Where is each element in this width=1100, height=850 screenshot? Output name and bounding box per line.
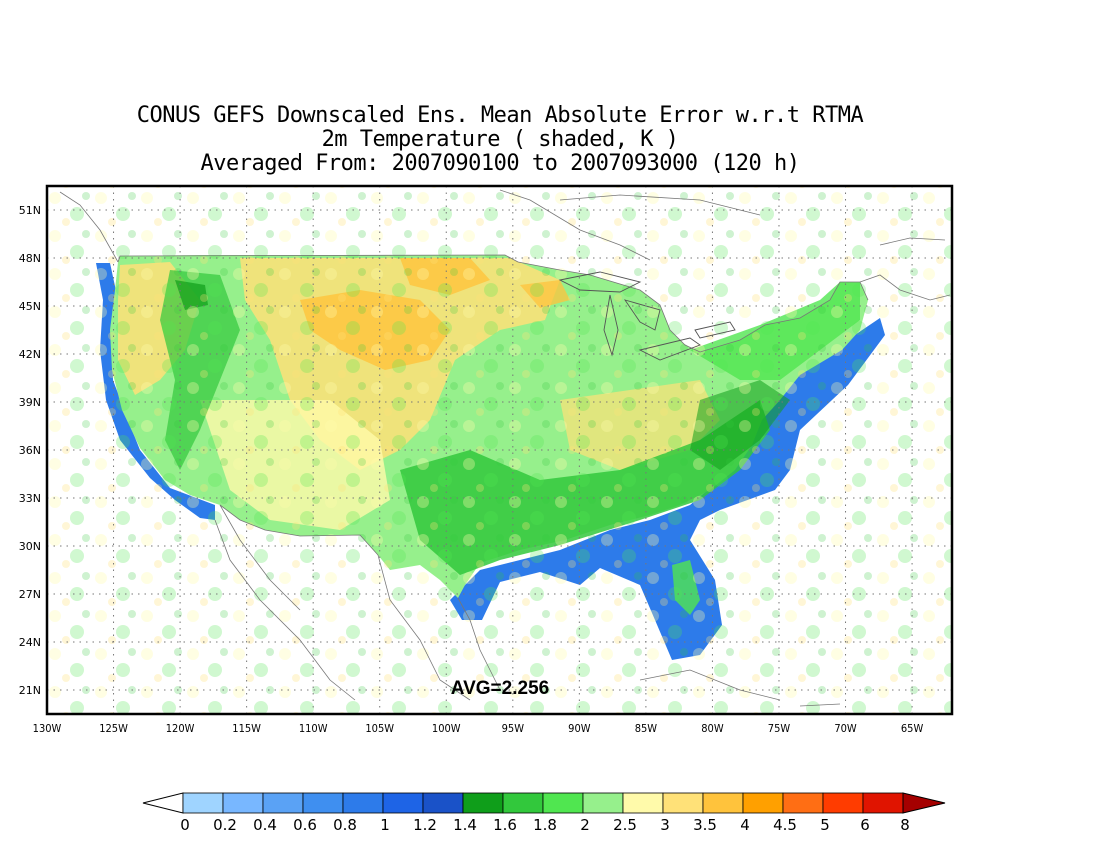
lon-tick-label: 110W [299, 722, 328, 735]
colorbar-swatch [822, 792, 864, 814]
colorbar-swatch [222, 792, 264, 814]
lon-tick-label: 95W [502, 722, 525, 735]
colorbar-swatch [182, 792, 224, 814]
colorbar-label: 0.4 [253, 816, 277, 834]
colorbar-label: 8 [900, 816, 910, 834]
lat-tick-label: 30N [19, 540, 41, 553]
colorbar-label: 3 [660, 816, 670, 834]
title-line-1: CONUS GEFS Downscaled Ens. Mean Absolute… [136, 103, 864, 128]
lon-tick-label: 75W [768, 722, 791, 735]
lon-tick-label: 65W [901, 722, 924, 735]
average-annotation: AVG=2.256 [451, 678, 549, 699]
lon-tick-label: 100W [432, 722, 461, 735]
colorbar-swatch [382, 792, 424, 814]
colorbar-label: 3.5 [693, 816, 717, 834]
great-lakes [558, 271, 736, 361]
lat-tick-label: 27N [19, 588, 41, 601]
colorbar-over-arrow [902, 792, 946, 814]
colorbar-label: 0.8 [333, 816, 357, 834]
colorbar-swatch [862, 792, 904, 814]
colorbar-label: 1.2 [413, 816, 437, 834]
colorbar-swatch [422, 792, 464, 814]
lon-tick-label: 115W [232, 722, 261, 735]
lat-tick-label: 45N [19, 300, 41, 313]
colorbar-label: 1.6 [493, 816, 517, 834]
colorbar-label: 4.5 [773, 816, 797, 834]
colorbar-swatch [262, 792, 304, 814]
lon-tick-label: 85W [635, 722, 658, 735]
colorbar-label: 0.6 [293, 816, 317, 834]
lon-tick-label: 80W [701, 722, 724, 735]
lat-lon-grid [47, 186, 952, 714]
colorbar-label: 2 [580, 816, 590, 834]
lon-tick-label: 70W [834, 722, 857, 735]
lat-tick-label: 24N [19, 636, 41, 649]
colorbar-label: 1.8 [533, 816, 557, 834]
colorbar-label: 0.2 [213, 816, 237, 834]
colorbar-label: 0 [180, 816, 190, 834]
colorbar-label: 4 [740, 816, 750, 834]
colorbar-swatch [302, 792, 344, 814]
plot-frame [45, 184, 954, 716]
title-line-2: 2m Temperature ( shaded, K ) [321, 127, 679, 152]
lon-tick-label: 130W [33, 722, 62, 735]
lat-tick-label: 51N [19, 204, 41, 217]
lat-tick-label: 48N [19, 252, 41, 265]
lat-tick-label: 42N [19, 348, 41, 361]
colorbar-swatch [782, 792, 824, 814]
lat-tick-label: 36N [19, 444, 41, 457]
colorbar-swatch [622, 792, 664, 814]
colorbar-label: 2.5 [613, 816, 637, 834]
colorbar-label: 6 [860, 816, 870, 834]
colorbar-swatch [742, 792, 784, 814]
colorbar-swatch [542, 792, 584, 814]
colorbar-swatch [342, 792, 384, 814]
lon-tick-label: 120W [166, 722, 195, 735]
lon-tick-label: 125W [99, 722, 128, 735]
lat-tick-label: 33N [19, 492, 41, 505]
lat-tick-label: 21N [19, 684, 41, 697]
colorbar-swatch [502, 792, 544, 814]
colorbar-swatch [462, 792, 504, 814]
colorbar-label: 1.4 [453, 816, 477, 834]
colorbar-label: 5 [820, 816, 830, 834]
lat-tick-label: 39N [19, 396, 41, 409]
lon-tick-label: 105W [365, 722, 394, 735]
title-line-3: Averaged From: 2007090100 to 2007093000 … [200, 151, 800, 176]
colorbar-swatch [662, 792, 704, 814]
colorbar-swatch [582, 792, 624, 814]
colorbar-swatch [702, 792, 744, 814]
colorbar-under-arrow [142, 792, 184, 814]
colorbar-label: 1 [380, 816, 390, 834]
coastlines-borders [59, 189, 951, 707]
lon-tick-label: 90W [568, 722, 591, 735]
